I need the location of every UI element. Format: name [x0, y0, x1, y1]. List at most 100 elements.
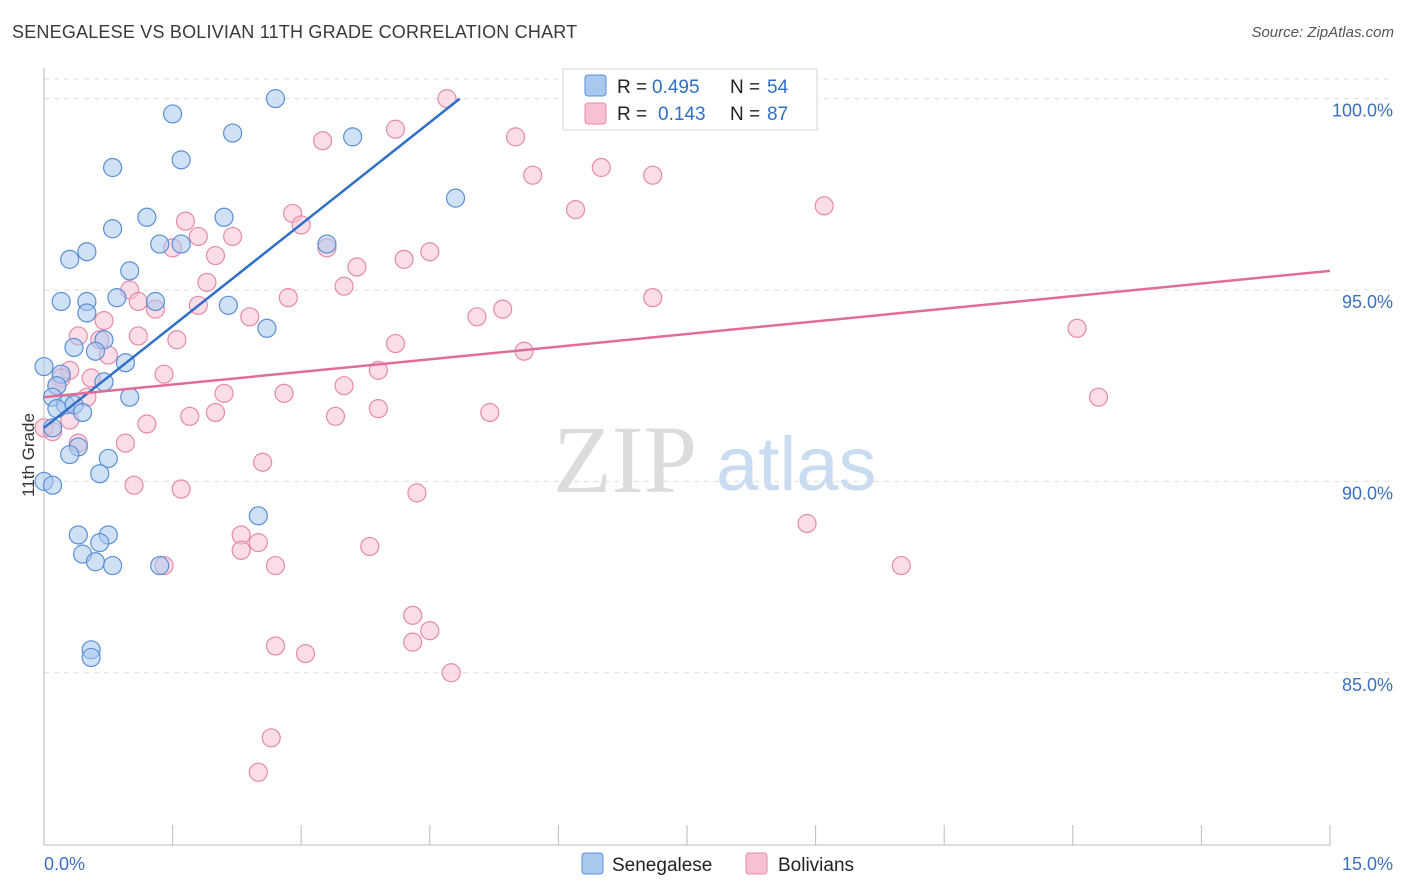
bolivians-point	[565, 200, 586, 220]
bolivians-r-label: R =	[617, 104, 647, 125]
senegalese-point	[85, 552, 106, 572]
y-tick-label: 95.0%	[1342, 292, 1393, 312]
senegalese-point	[77, 242, 97, 262]
x-tick-label-max: 15.0%	[1342, 854, 1393, 874]
senegalese-point	[163, 104, 183, 124]
bolivians-point	[205, 402, 226, 423]
bolivians-point	[643, 288, 663, 308]
bolivians-point	[313, 131, 333, 151]
bolivians-series-label: Bolivians	[778, 855, 854, 876]
bolivians-point	[171, 479, 191, 499]
senegalese-point	[248, 506, 268, 526]
bolivians-point	[797, 513, 817, 534]
senegalese-point	[265, 89, 286, 109]
bolivians-point	[94, 311, 114, 331]
bolivians-point	[137, 414, 157, 434]
bolivians-series-swatch	[745, 852, 768, 875]
senegalese-point	[64, 337, 84, 358]
bolivians-point	[403, 632, 423, 652]
bolivians-point	[274, 383, 294, 403]
bolivians-point	[167, 330, 187, 350]
bolivians-point	[325, 406, 346, 426]
bolivians-point	[223, 226, 243, 247]
senegalese-point	[343, 127, 363, 147]
senegalese-r-label: R =	[617, 77, 647, 98]
bolivians-point	[231, 540, 251, 560]
bolivians-point	[334, 376, 354, 396]
senegalese-point	[102, 219, 123, 239]
bolivians-point	[115, 433, 136, 453]
bolivians-point	[523, 165, 543, 185]
bolivians-point	[407, 483, 427, 503]
senegalese-point	[223, 123, 243, 143]
bolivians-point	[403, 605, 423, 625]
bolivians-point	[248, 762, 268, 782]
y-tick-label: 90.0%	[1342, 483, 1393, 503]
senegalese-point	[98, 448, 118, 469]
bolivians-point	[420, 242, 440, 262]
bolivians-point	[334, 276, 354, 296]
bolivians-point	[360, 536, 380, 557]
bolivians-legend-swatch	[584, 102, 607, 125]
source-credit: Source: ZipAtlas.com	[1251, 24, 1394, 41]
senegalese-point	[81, 647, 101, 668]
bolivians-n-value: 87	[767, 104, 788, 125]
senegalese-point	[137, 207, 157, 227]
bolivians-point	[180, 406, 200, 426]
bolivians-point	[248, 533, 268, 553]
senegalese-point	[214, 207, 234, 227]
senegalese-point	[445, 188, 466, 208]
bolivians-point	[128, 291, 148, 312]
senegalese-point	[51, 291, 71, 312]
gridlines	[44, 78, 1392, 674]
watermark-atlas: atlas	[716, 422, 877, 507]
y-axis-label: 11th Grade	[19, 413, 38, 497]
bolivians-point	[385, 333, 406, 354]
senegalese-series-swatch	[581, 852, 604, 875]
bolivians-point	[205, 245, 226, 266]
bolivians-point	[814, 196, 834, 216]
senegalese-trend-line	[43, 97, 461, 429]
y-tick-labels: 85.0% 90.0% 95.0% 100.0%	[1332, 101, 1393, 695]
bolivians-point	[240, 307, 260, 327]
bolivians-point	[368, 399, 388, 419]
senegalese-point	[60, 444, 80, 465]
senegalese-point	[257, 318, 277, 338]
bolivians-point	[467, 307, 487, 327]
axes	[43, 68, 1331, 846]
senegalese-point	[150, 234, 170, 254]
senegalese-point	[72, 402, 93, 423]
senegalese-point	[85, 341, 106, 361]
bolivians-r-value: 0.143	[658, 104, 706, 125]
senegalese-point	[120, 261, 140, 281]
bolivians-point	[493, 299, 513, 319]
stats-legend: R = 0.495 N = 54 R = 0.143 N = 87	[562, 68, 818, 131]
bolivians-point	[420, 621, 440, 641]
senegalese-point	[171, 234, 191, 254]
bolivians-point	[1067, 318, 1087, 338]
bolivians-point	[265, 636, 286, 656]
bolivians-point	[505, 127, 526, 147]
bolivians-point	[385, 119, 406, 139]
bolivians-point	[124, 475, 144, 495]
bolivians-n-label: N =	[730, 104, 760, 125]
watermark-zip: ZIP	[553, 406, 697, 513]
bolivians-point	[175, 211, 196, 231]
bolivians-point	[154, 364, 174, 384]
senegalese-point	[145, 291, 166, 312]
bolivians-point	[643, 165, 663, 185]
chart-title: SENEGALESE VS BOLIVIAN 11TH GRADE CORREL…	[12, 22, 578, 42]
senegalese-point	[171, 150, 191, 170]
senegalese-point	[102, 157, 123, 178]
senegalese-point	[42, 475, 63, 495]
bolivians-point	[347, 257, 367, 277]
senegalese-r-value: 0.495	[652, 77, 700, 98]
bolivians-point	[214, 383, 234, 403]
bolivians-point	[591, 157, 611, 178]
senegalese-point	[68, 525, 88, 545]
senegalese-n-value: 54	[767, 77, 789, 98]
bolivians-trend-line	[43, 269, 1331, 399]
senegalese-point	[90, 533, 110, 553]
bolivians-point	[394, 249, 414, 269]
